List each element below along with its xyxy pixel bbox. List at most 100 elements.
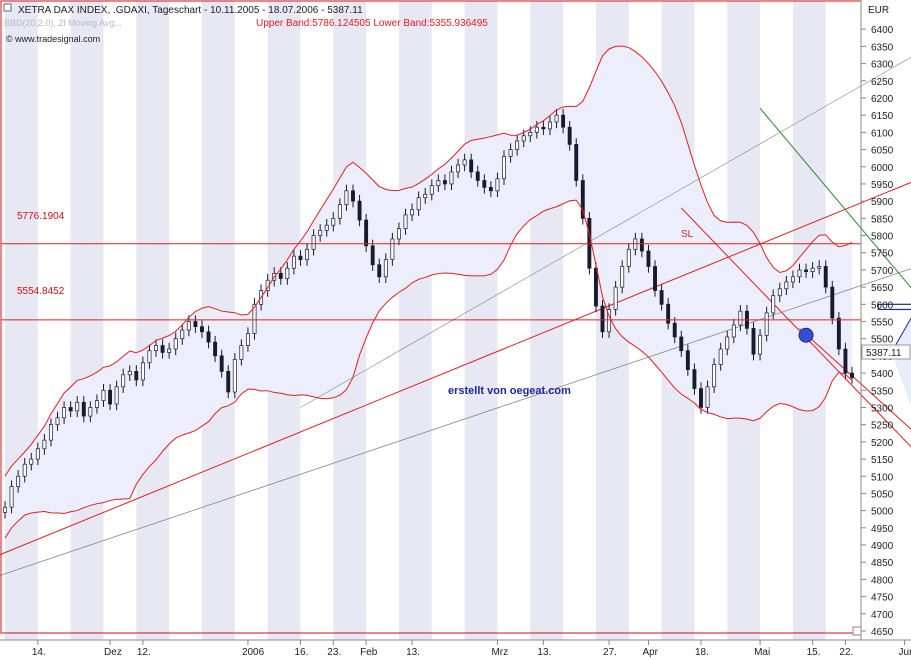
y-tick-label: 4650 bbox=[871, 627, 894, 638]
candle-body bbox=[147, 350, 152, 364]
y-tick-label: 5150 bbox=[871, 455, 894, 466]
y-tick-label: 6200 bbox=[871, 94, 894, 105]
candle-body bbox=[449, 171, 454, 185]
green-trend bbox=[759, 107, 911, 289]
stripe bbox=[136, 1, 170, 640]
y-tick-label: 4900 bbox=[871, 541, 894, 552]
candle-body bbox=[731, 324, 736, 338]
x-tick-label: 13. bbox=[537, 647, 551, 658]
x-tick-label: 15. bbox=[807, 647, 821, 658]
candle-body bbox=[810, 267, 815, 272]
candle-body bbox=[42, 439, 47, 450]
candle-body bbox=[101, 389, 106, 401]
candle-body bbox=[390, 238, 395, 260]
candle-body bbox=[16, 475, 21, 487]
candle-body bbox=[554, 114, 559, 123]
lower-band bbox=[4, 199, 853, 539]
candle-body bbox=[213, 341, 218, 357]
credit-text: © www.tradesignal.com bbox=[6, 34, 100, 44]
bollinger-band-fill bbox=[5, 46, 852, 539]
indicator-subtitle: BBD(20,2.0), 2l Moving Avg... bbox=[4, 18, 122, 28]
window-menu-icon[interactable] bbox=[3, 3, 12, 12]
candle-body bbox=[311, 235, 316, 250]
candle-body bbox=[843, 348, 848, 374]
x-tick-label: Jun bbox=[899, 647, 911, 658]
y-tick-label: 5550 bbox=[871, 318, 894, 329]
candle-body bbox=[475, 171, 480, 181]
candle-body bbox=[515, 140, 520, 150]
candle-body bbox=[836, 317, 841, 350]
watermark-text: erstellt von oegeat.com bbox=[448, 385, 571, 397]
x-tick-label: 16. bbox=[294, 647, 308, 658]
y-tick-label: 4850 bbox=[871, 558, 894, 569]
y-tick-label: 6250 bbox=[871, 77, 894, 88]
y-tick-label: 5300 bbox=[871, 403, 894, 414]
candle-body bbox=[55, 417, 60, 426]
candle-body bbox=[685, 350, 690, 370]
candle-body bbox=[659, 290, 664, 305]
candle-body bbox=[35, 448, 40, 460]
candle-body bbox=[160, 345, 165, 353]
x-tick-label: 12. bbox=[137, 647, 151, 658]
y-tick-label: 5400 bbox=[871, 369, 894, 380]
candle-body bbox=[403, 214, 408, 229]
candle-body bbox=[252, 303, 257, 334]
y-tick-label: 5250 bbox=[871, 421, 894, 432]
candle-body bbox=[462, 159, 467, 166]
candle-body bbox=[771, 295, 776, 314]
candle-body bbox=[574, 144, 579, 181]
candle-body bbox=[337, 204, 342, 219]
candle-body bbox=[68, 407, 73, 412]
candle-body bbox=[140, 362, 145, 381]
y-tick-label: 6350 bbox=[871, 42, 894, 53]
x-tick-label: Apr bbox=[642, 647, 658, 658]
candle-body bbox=[508, 149, 513, 157]
candle-body bbox=[541, 126, 546, 130]
candle-body bbox=[764, 312, 769, 336]
candle-body bbox=[593, 267, 598, 307]
x-tick-label: Feb bbox=[360, 647, 378, 658]
band-values: Upper Band:5786.124505 Lower Band:5355.9… bbox=[256, 18, 488, 29]
candle-body bbox=[167, 348, 172, 353]
resize-corner[interactable] bbox=[852, 626, 862, 636]
x-tick-label: 22. bbox=[839, 647, 853, 658]
candle-body bbox=[344, 190, 349, 205]
candle-body bbox=[239, 345, 244, 360]
candle-body bbox=[232, 358, 237, 393]
level-label-1: 5776.1904 bbox=[17, 211, 65, 222]
y-tick-label: 5600 bbox=[871, 300, 894, 311]
candle-body bbox=[548, 121, 552, 130]
candle-body bbox=[804, 269, 808, 272]
candle-body bbox=[285, 267, 290, 279]
candle-body bbox=[672, 322, 677, 338]
candle-body bbox=[784, 281, 789, 290]
candle-body bbox=[173, 338, 178, 350]
candle-body bbox=[200, 326, 204, 333]
neckline-box bbox=[877, 303, 911, 311]
candle-body bbox=[502, 156, 506, 180]
y-tick-label: 5100 bbox=[871, 472, 894, 483]
upper-band bbox=[4, 45, 853, 477]
down-channel-upper bbox=[680, 207, 911, 448]
x-axis: 14. Dez 12. 2006 16. 23. Feb 13. Mrz 13. 27. Apr 18.… bbox=[32, 640, 911, 658]
candle-body bbox=[81, 401, 86, 417]
stripe bbox=[398, 1, 432, 640]
candle-body bbox=[653, 266, 657, 291]
stripe bbox=[70, 1, 104, 640]
candle-body bbox=[62, 407, 67, 419]
candle-body bbox=[580, 180, 585, 219]
candlesticks bbox=[3, 108, 854, 519]
y-tick-label: 6100 bbox=[871, 128, 894, 139]
candle-body bbox=[482, 180, 487, 188]
candle-body bbox=[278, 273, 283, 279]
y-tick-label: 5650 bbox=[871, 283, 894, 294]
candle-body bbox=[180, 329, 185, 340]
candle-body bbox=[751, 328, 756, 355]
x-tick-label: 23. bbox=[327, 647, 341, 658]
y-tick-label: 4800 bbox=[871, 575, 894, 586]
y-tick-label: 5750 bbox=[871, 249, 894, 260]
candle-body bbox=[758, 334, 763, 355]
candle-body bbox=[646, 250, 651, 267]
candle-body bbox=[705, 386, 710, 408]
candle-body bbox=[699, 388, 703, 408]
